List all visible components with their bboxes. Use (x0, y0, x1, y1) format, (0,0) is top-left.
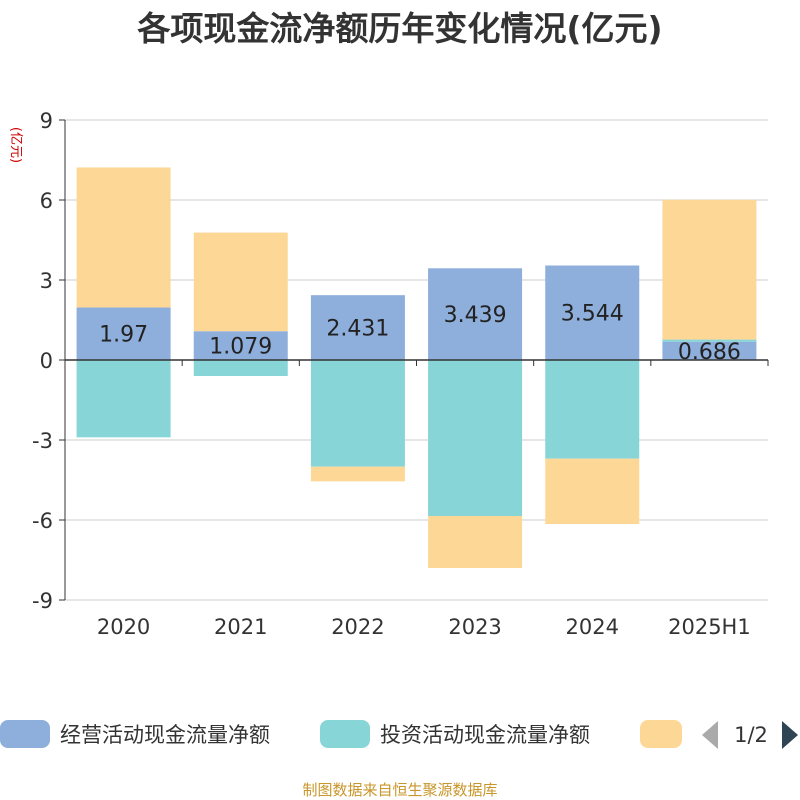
bar-2025H1-series1 (662, 339, 757, 342)
gridlines (65, 119, 768, 601)
bar-2022-series1 (310, 360, 405, 467)
data-label: 2.431 (326, 317, 389, 342)
legend-swatch-2 (640, 720, 682, 748)
x-tick-label: 2021 (214, 615, 267, 639)
y-tick-label: -3 (32, 429, 53, 453)
y-tick-label: 6 (40, 189, 53, 213)
y-tick-label: -9 (32, 589, 53, 613)
legend-swatch-0 (0, 720, 50, 748)
bars (76, 167, 757, 568)
x-tick-label: 2023 (448, 615, 501, 639)
bar-2022-series2 (310, 466, 405, 482)
bar-2025H1-series0 (662, 341, 757, 360)
bar-2020-series1 (76, 360, 171, 438)
x-tick-label: 2022 (331, 615, 384, 639)
bar-2021-series1 (193, 360, 288, 376)
chart-title: 各项现金流净额历年变化情况(亿元) (137, 9, 663, 48)
axes: 9 6 3 0 -3 -6 -9 2020 2021 2022 2023 2024 2025H1 (32, 109, 769, 639)
y-tick-label: -6 (32, 509, 53, 533)
data-label: 1.079 (209, 335, 272, 360)
bar-2024-series1 (545, 360, 640, 459)
bar-2023-series2 (428, 516, 523, 568)
y-axis-unit-label: (亿元) (8, 127, 23, 163)
legend-page-indicator: 1/2 (734, 723, 768, 747)
bar-2020-series0 (76, 307, 171, 360)
legend: 经营活动现金流量净额 投资活动现金流量净额 1/2 (0, 720, 798, 749)
triangle-left-icon[interactable] (702, 721, 718, 749)
data-label: 3.439 (444, 303, 507, 328)
y-tick-label: 3 (40, 269, 53, 293)
triangle-right-icon[interactable] (782, 721, 798, 749)
bar-2024-series2 (545, 458, 640, 524)
bar-2021-series2 (193, 232, 288, 332)
data-label: 3.544 (561, 302, 624, 327)
x-tick-label: 2025H1 (668, 615, 751, 639)
legend-swatch-1 (320, 720, 370, 748)
source-note: 制图数据来自恒生聚源数据库 (302, 781, 498, 799)
bar-2022-series0 (310, 295, 405, 360)
data-label: 0.686 (678, 340, 741, 365)
y-tick-label: 0 (40, 349, 53, 373)
data-labels: 1.97 1.079 2.431 3.439 3.544 0.686 (99, 302, 741, 365)
legend-label-0: 经营活动现金流量净额 (60, 723, 270, 747)
bar-2023-series1 (428, 360, 523, 516)
data-label: 1.97 (99, 323, 148, 348)
y-tick-label: 9 (40, 109, 53, 133)
legend-label-1: 投资活动现金流量净额 (380, 723, 590, 747)
bar-2024-series0 (545, 265, 640, 360)
bar-2021-series0 (193, 331, 288, 360)
bar-2020-series2 (76, 167, 171, 308)
bar-2023-series0 (428, 268, 523, 360)
x-tick-label: 2020 (97, 615, 150, 639)
x-tick-label: 2024 (566, 615, 619, 639)
bar-2025H1-series2 (662, 199, 757, 340)
